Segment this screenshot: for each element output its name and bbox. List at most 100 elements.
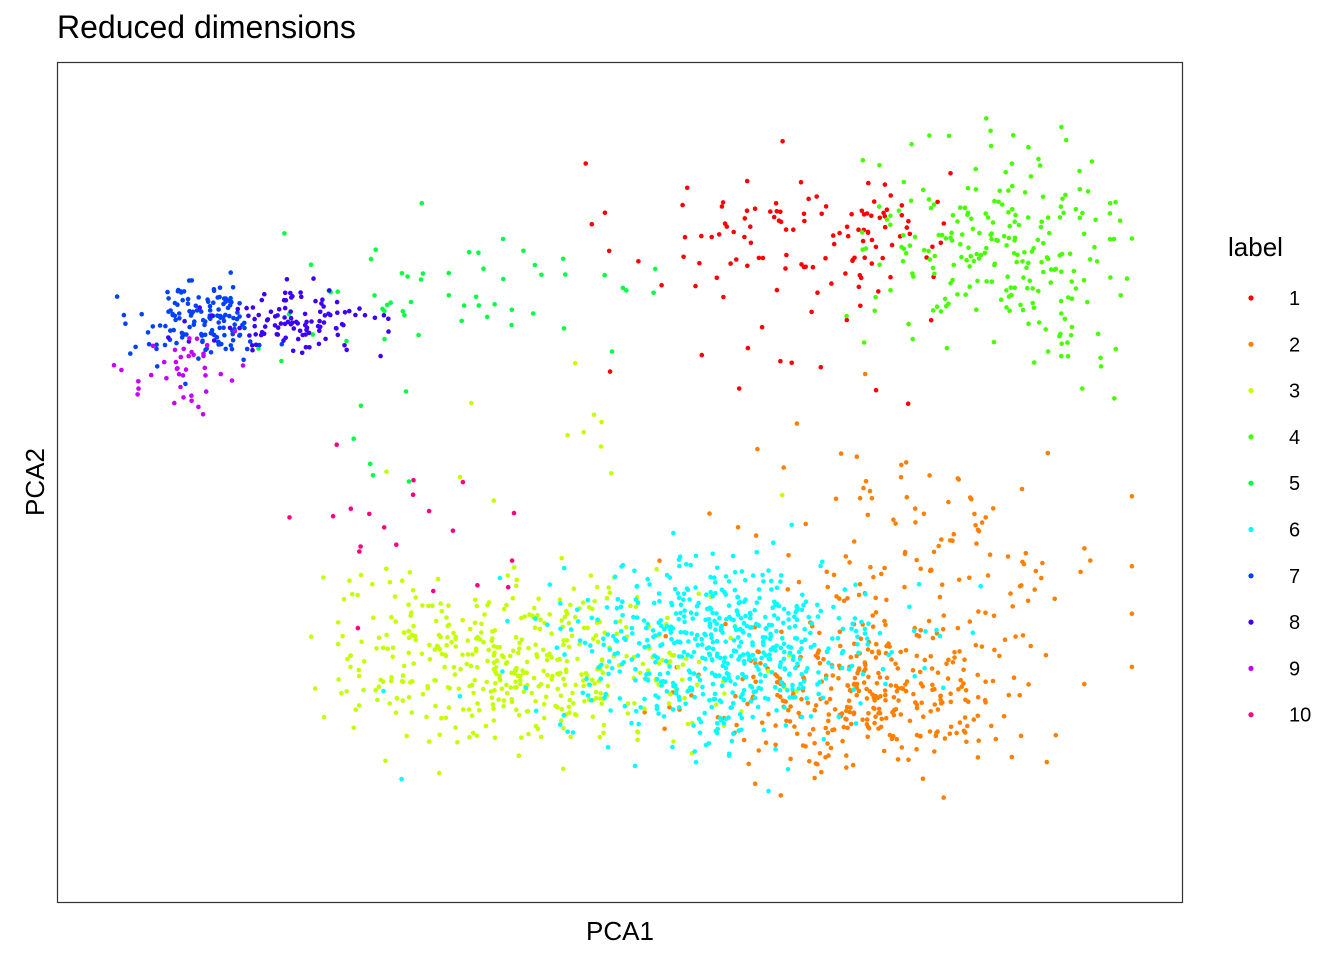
point bbox=[1045, 256, 1051, 262]
point bbox=[509, 307, 515, 313]
point bbox=[876, 706, 882, 712]
point bbox=[936, 232, 942, 238]
point bbox=[1038, 224, 1044, 230]
point bbox=[1081, 278, 1087, 283]
point bbox=[790, 682, 795, 688]
point bbox=[467, 735, 472, 740]
point bbox=[589, 648, 595, 654]
point bbox=[812, 740, 817, 746]
point bbox=[967, 619, 973, 624]
point bbox=[794, 617, 800, 622]
point bbox=[810, 264, 816, 270]
point bbox=[406, 635, 412, 641]
point bbox=[799, 714, 805, 720]
point bbox=[211, 288, 217, 294]
point bbox=[514, 583, 519, 589]
point bbox=[896, 686, 901, 691]
point bbox=[399, 776, 404, 782]
point bbox=[800, 685, 806, 690]
point bbox=[780, 139, 785, 144]
point bbox=[883, 715, 889, 721]
point bbox=[955, 292, 960, 297]
point bbox=[852, 675, 858, 681]
point bbox=[790, 687, 795, 692]
point bbox=[589, 615, 594, 621]
point bbox=[457, 474, 463, 480]
point bbox=[1012, 285, 1018, 291]
point bbox=[178, 384, 183, 390]
point bbox=[1081, 231, 1087, 237]
point bbox=[924, 255, 929, 260]
point bbox=[585, 693, 591, 698]
point bbox=[1082, 546, 1087, 551]
point bbox=[431, 588, 436, 594]
point bbox=[877, 262, 882, 268]
point bbox=[317, 328, 322, 334]
point bbox=[677, 639, 682, 645]
point bbox=[618, 604, 624, 610]
point bbox=[589, 677, 595, 683]
point bbox=[307, 345, 312, 350]
point bbox=[308, 262, 314, 268]
point bbox=[820, 559, 825, 565]
point bbox=[1021, 275, 1026, 280]
point bbox=[763, 673, 768, 679]
point bbox=[838, 451, 844, 456]
point bbox=[847, 560, 852, 565]
point bbox=[709, 635, 714, 641]
point bbox=[394, 542, 399, 547]
point bbox=[858, 275, 864, 281]
point bbox=[958, 677, 963, 683]
point bbox=[659, 282, 664, 288]
point bbox=[965, 212, 970, 217]
point bbox=[688, 562, 693, 568]
point bbox=[237, 301, 242, 306]
point bbox=[442, 664, 448, 670]
point bbox=[938, 240, 944, 246]
point bbox=[316, 341, 322, 347]
point bbox=[718, 628, 724, 633]
point bbox=[172, 347, 178, 353]
point bbox=[988, 143, 994, 149]
point bbox=[914, 653, 920, 659]
point bbox=[965, 723, 970, 729]
point bbox=[173, 359, 179, 365]
point bbox=[1093, 217, 1098, 223]
point bbox=[828, 686, 834, 691]
point bbox=[670, 744, 675, 750]
point bbox=[432, 647, 438, 652]
point bbox=[774, 643, 779, 649]
legend-key-2 bbox=[1248, 341, 1254, 347]
point bbox=[632, 568, 637, 573]
point bbox=[279, 341, 285, 347]
point bbox=[200, 338, 205, 344]
point bbox=[726, 751, 732, 757]
point bbox=[792, 623, 798, 629]
point bbox=[1025, 285, 1030, 291]
point bbox=[609, 471, 614, 476]
point bbox=[606, 248, 612, 254]
point bbox=[430, 603, 435, 609]
point bbox=[665, 670, 671, 676]
point bbox=[356, 667, 362, 673]
point bbox=[992, 261, 998, 267]
point bbox=[741, 688, 747, 693]
point bbox=[748, 611, 753, 617]
point bbox=[511, 510, 517, 516]
point bbox=[1013, 212, 1018, 218]
point bbox=[774, 680, 780, 685]
point bbox=[1010, 604, 1015, 609]
point bbox=[682, 630, 687, 635]
series-4 bbox=[844, 116, 1135, 401]
point bbox=[176, 311, 182, 316]
point bbox=[799, 607, 805, 613]
point bbox=[474, 665, 480, 670]
point bbox=[433, 703, 438, 709]
point bbox=[402, 630, 407, 635]
point bbox=[950, 538, 955, 543]
point bbox=[624, 288, 629, 293]
point bbox=[949, 238, 955, 243]
point bbox=[829, 281, 834, 286]
point bbox=[635, 737, 640, 743]
point bbox=[479, 621, 484, 627]
